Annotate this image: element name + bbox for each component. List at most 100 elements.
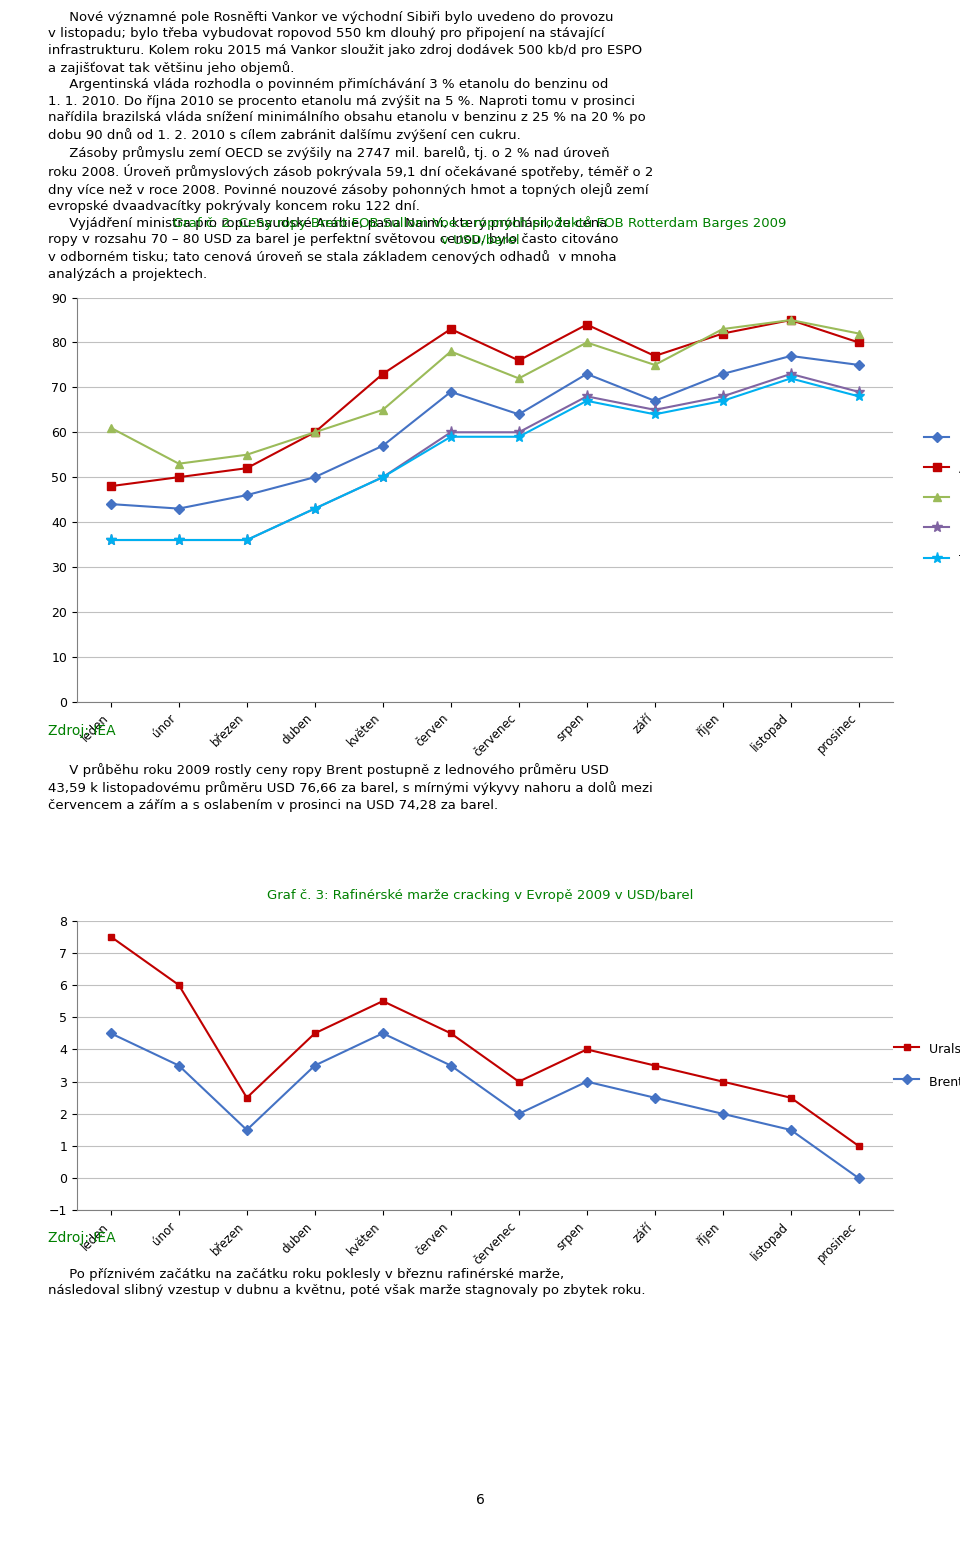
AUBI <box>173 467 184 486</box>
MONA <box>581 387 592 406</box>
TTO 1% <box>105 530 116 549</box>
LetPet <box>105 418 116 436</box>
LetPet <box>309 423 321 441</box>
TTO 1% <box>241 530 252 549</box>
Legend: Urals Med, Brent NWE Europe: Urals Med, Brent NWE Europe <box>889 1035 960 1096</box>
LetPet <box>241 446 252 464</box>
Brent <box>241 486 252 504</box>
Brent <box>105 495 116 513</box>
Urals Med <box>649 1056 660 1075</box>
Text: Zdroj: IEA: Zdroj: IEA <box>48 723 115 739</box>
Line: Urals Med: Urals Med <box>108 933 862 1149</box>
LetPet <box>377 401 389 419</box>
Brent NWE Europe <box>717 1104 729 1123</box>
Line: AUBI: AUBI <box>107 316 863 490</box>
LetPet <box>785 311 797 330</box>
TTO 1% <box>581 392 592 410</box>
Text: Nové významné pole Rosněfti Vankor ve východní Sibiři bylo uvedeno do provozu
v : Nové významné pole Rosněfti Vankor ve vý… <box>48 11 654 281</box>
MONA <box>853 382 865 401</box>
TTO 1% <box>853 387 865 406</box>
AUBI <box>105 476 116 495</box>
AUBI <box>309 423 321 441</box>
MONA <box>377 467 389 486</box>
Brent <box>717 364 729 382</box>
Brent <box>309 467 321 486</box>
AUBI <box>717 324 729 342</box>
LetPet <box>853 324 865 342</box>
Urals Med <box>445 1024 457 1042</box>
Urals Med <box>853 1136 865 1155</box>
TTO 1% <box>309 500 321 518</box>
LetPet <box>513 369 524 387</box>
AUBI <box>785 311 797 330</box>
AUBI <box>513 352 524 370</box>
Text: 6: 6 <box>475 1493 485 1507</box>
AUBI <box>241 460 252 478</box>
Text: V průběhu roku 2009 rostly ceny ropy Brent postupně z lednového průměru USD
43,5: V průběhu roku 2009 rostly ceny ropy Bre… <box>48 763 653 811</box>
MONA <box>105 530 116 549</box>
Urals Med <box>717 1072 729 1090</box>
Line: Brent NWE Europe: Brent NWE Europe <box>108 1030 862 1181</box>
Brent <box>513 406 524 424</box>
Brent <box>649 392 660 410</box>
Urals Med <box>105 927 116 945</box>
Brent <box>377 436 389 455</box>
AUBI <box>649 347 660 365</box>
AUBI <box>853 333 865 352</box>
Text: Zdroj: IEA: Zdroj: IEA <box>48 1231 115 1246</box>
LetPet <box>445 342 457 361</box>
MONA <box>785 364 797 382</box>
Brent <box>173 500 184 518</box>
MONA <box>649 401 660 419</box>
LetPet <box>173 455 184 473</box>
MONA <box>513 423 524 441</box>
Text: Graf č. 2: Ceny ropy Brent FOB Sullom Voe a ropných produktů FOB Rotterdam Barge: Graf č. 2: Ceny ropy Brent FOB Sullom Vo… <box>174 216 786 247</box>
MONA <box>309 500 321 518</box>
AUBI <box>377 364 389 382</box>
AUBI <box>445 319 457 338</box>
Brent NWE Europe <box>649 1089 660 1107</box>
Brent NWE Europe <box>445 1056 457 1075</box>
Urals Med <box>513 1072 524 1090</box>
Line: LetPet: LetPet <box>107 316 863 467</box>
Text: Graf č. 3: Rafinérské marže cracking v Evropě 2009 v USD/barel: Graf č. 3: Rafinérské marže cracking v E… <box>267 890 693 902</box>
TTO 1% <box>785 369 797 387</box>
Line: TTO 1%: TTO 1% <box>106 373 864 546</box>
Urals Med <box>785 1089 797 1107</box>
MONA <box>173 530 184 549</box>
Urals Med <box>241 1089 252 1107</box>
TTO 1% <box>445 427 457 446</box>
TTO 1% <box>173 530 184 549</box>
MONA <box>717 387 729 406</box>
Brent <box>853 356 865 375</box>
Urals Med <box>377 992 389 1010</box>
Brent NWE Europe <box>173 1056 184 1075</box>
Brent NWE Europe <box>853 1169 865 1187</box>
Brent NWE Europe <box>377 1024 389 1042</box>
LetPet <box>581 333 592 352</box>
TTO 1% <box>717 392 729 410</box>
Brent NWE Europe <box>581 1072 592 1090</box>
Brent <box>785 347 797 365</box>
AUBI <box>581 315 592 333</box>
Text: Po příznivém začátku na začátku roku poklesly v březnu rafinérské marže,
následo: Po příznivém začátku na začátku roku pok… <box>48 1268 645 1297</box>
Urals Med <box>581 1041 592 1059</box>
Urals Med <box>173 976 184 995</box>
MONA <box>241 530 252 549</box>
TTO 1% <box>513 427 524 446</box>
Brent NWE Europe <box>513 1104 524 1123</box>
Line: MONA: MONA <box>106 369 864 546</box>
Brent NWE Europe <box>241 1121 252 1140</box>
Brent <box>445 382 457 401</box>
Brent NWE Europe <box>785 1121 797 1140</box>
TTO 1% <box>377 467 389 486</box>
Brent NWE Europe <box>309 1056 321 1075</box>
Legend: Brent, AUBI, LetPet, MONA, TTO 1%: Brent, AUBI, LetPet, MONA, TTO 1% <box>919 426 960 574</box>
LetPet <box>717 319 729 338</box>
TTO 1% <box>649 406 660 424</box>
MONA <box>445 423 457 441</box>
Urals Med <box>309 1024 321 1042</box>
LetPet <box>649 356 660 375</box>
Line: Brent: Brent <box>108 353 862 512</box>
Brent NWE Europe <box>105 1024 116 1042</box>
